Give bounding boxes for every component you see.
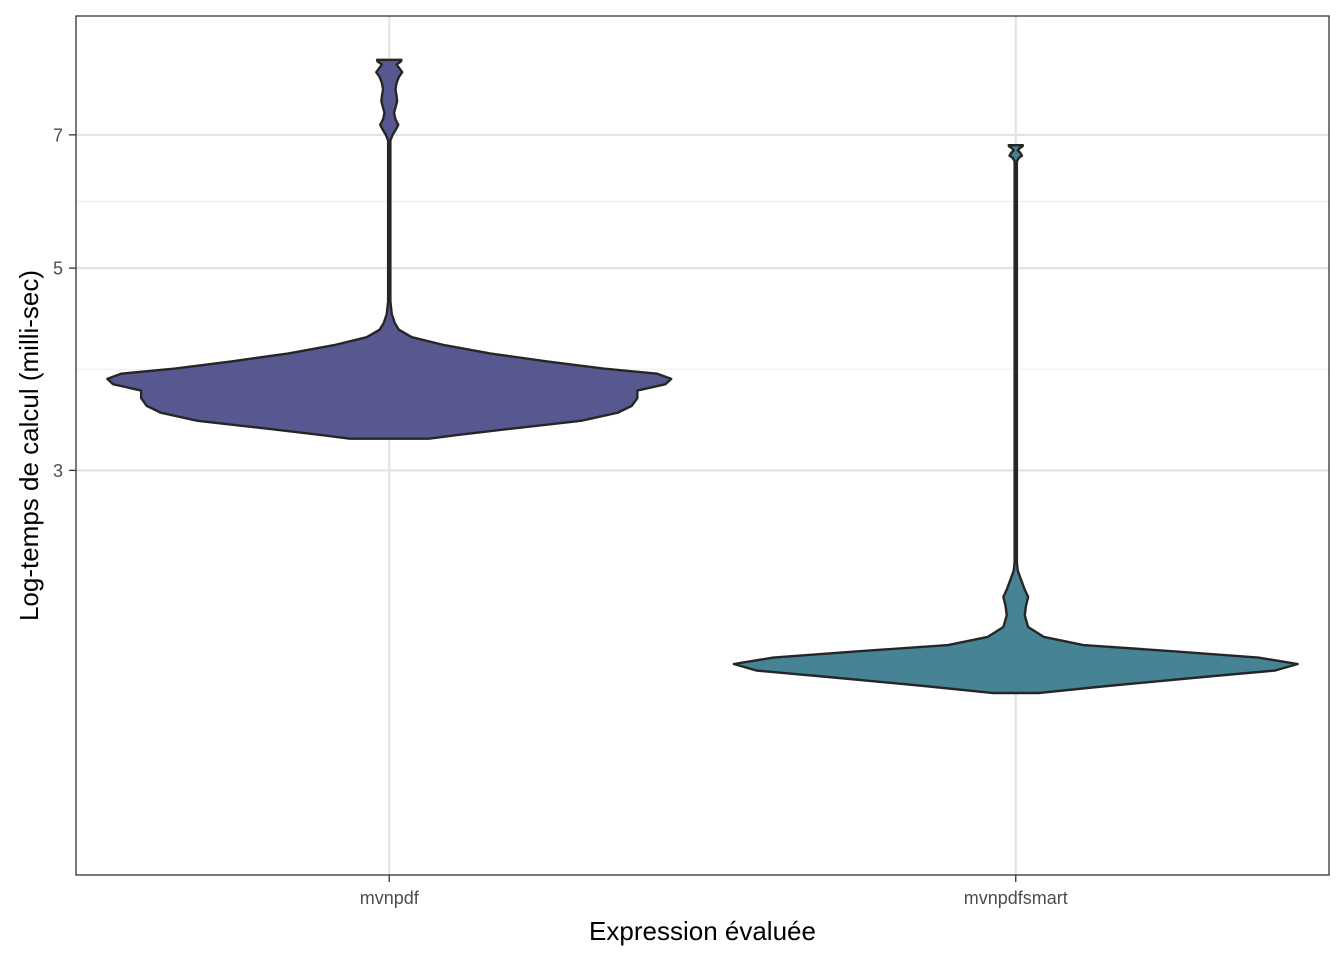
violin-mvnpdf — [106, 58, 673, 440]
y-tick-label: 7 — [53, 125, 63, 145]
x-tick-label: mvnpdf — [360, 888, 420, 908]
panel-border — [75, 15, 1330, 876]
x-tick-label: mvnpdfsmart — [964, 888, 1068, 908]
y-tick-label: 3 — [53, 461, 63, 481]
axes: 3 5 7 mvnpdf mvnpdfsmart — [53, 125, 1068, 908]
violin-mvnpdfsmart — [732, 143, 1299, 695]
x-axis-title: Expression évaluée — [589, 916, 816, 946]
violins — [106, 58, 1299, 695]
y-axis-title: Log-temps de calcul (milli-sec) — [14, 270, 44, 621]
y-tick-label: 5 — [53, 259, 63, 279]
